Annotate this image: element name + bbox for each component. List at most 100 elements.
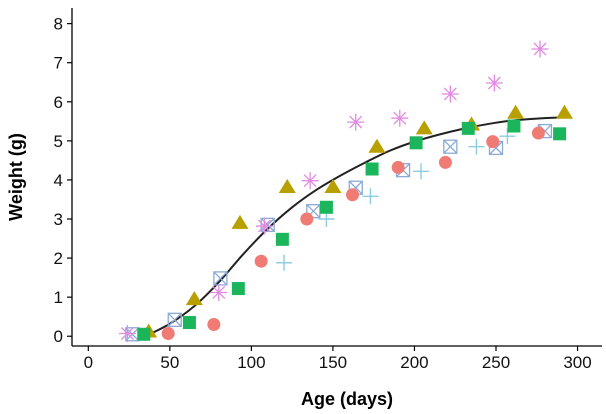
data-point-boxed-x bbox=[443, 139, 458, 154]
data-point-boxed-x bbox=[213, 271, 228, 286]
asterisk-stroke bbox=[443, 87, 457, 101]
square-marker bbox=[553, 127, 567, 141]
data-point-triangle bbox=[507, 104, 525, 119]
data-point-asterisk bbox=[485, 74, 503, 92]
triangle-marker bbox=[368, 138, 386, 153]
box-diagonal bbox=[260, 217, 275, 232]
data-point-filled-square bbox=[461, 121, 475, 135]
asterisk-stroke bbox=[257, 219, 271, 233]
circle-marker bbox=[531, 126, 545, 140]
circle-marker bbox=[254, 254, 268, 268]
x-tick-label: 150 bbox=[319, 353, 347, 372]
circle-marker bbox=[486, 135, 500, 149]
data-point-circle bbox=[391, 160, 405, 174]
data-point-filled-square bbox=[319, 200, 333, 214]
data-point-triangle bbox=[415, 120, 433, 135]
circle-marker bbox=[207, 318, 221, 332]
box-outline bbox=[443, 139, 458, 154]
triangle-marker bbox=[555, 104, 573, 119]
data-point-asterisk bbox=[210, 283, 228, 301]
y-axis-title: Weight (g) bbox=[6, 133, 26, 221]
data-point-triangle bbox=[324, 178, 342, 193]
box-outline bbox=[260, 217, 275, 233]
data-point-filled-square bbox=[507, 119, 521, 133]
data-point-triangle bbox=[555, 104, 573, 119]
data-point-circle bbox=[254, 254, 268, 268]
data-point-filled-square bbox=[137, 327, 151, 341]
box-diagonal bbox=[167, 312, 182, 327]
square-marker bbox=[137, 327, 151, 341]
data-point-circle bbox=[161, 326, 175, 340]
data-point-circle bbox=[438, 155, 452, 169]
box-outline bbox=[167, 312, 182, 327]
data-point-boxed-x bbox=[260, 217, 275, 233]
asterisk-stroke bbox=[212, 285, 226, 299]
y-tick-label: 2 bbox=[54, 249, 63, 268]
asterisk-stroke bbox=[533, 42, 547, 56]
circle-marker bbox=[391, 160, 405, 174]
data-point-triangle bbox=[278, 178, 296, 193]
y-tick-label: 7 bbox=[54, 54, 63, 73]
x-tick-label: 200 bbox=[400, 353, 428, 372]
x-tick-label: 300 bbox=[563, 353, 591, 372]
asterisk-stroke bbox=[303, 174, 317, 188]
data-point-filled-square bbox=[553, 127, 567, 141]
circle-marker bbox=[345, 188, 359, 202]
box-diagonal bbox=[213, 271, 228, 286]
square-marker bbox=[182, 316, 196, 330]
triangle-marker bbox=[507, 104, 525, 119]
square-marker bbox=[365, 162, 379, 176]
data-point-filled-square bbox=[409, 136, 423, 150]
data-point-triangle bbox=[368, 138, 386, 153]
data-point-plus bbox=[362, 188, 379, 205]
data-point-circle bbox=[345, 188, 359, 202]
data-point-asterisk bbox=[301, 172, 319, 190]
data-point-filled-square bbox=[365, 162, 379, 176]
data-point-asterisk bbox=[531, 40, 549, 58]
x-tick-label: 250 bbox=[482, 353, 510, 372]
data-point-circle bbox=[207, 318, 221, 332]
circle-marker bbox=[438, 155, 452, 169]
y-tick-label: 6 bbox=[54, 93, 63, 112]
square-marker bbox=[507, 119, 521, 133]
data-point-filled-square bbox=[231, 282, 245, 296]
asterisk-stroke bbox=[393, 111, 407, 125]
data-point-plus bbox=[276, 254, 292, 271]
data-point-plus bbox=[468, 138, 485, 155]
square-marker bbox=[461, 121, 475, 135]
box-outline bbox=[306, 204, 321, 219]
data-point-filled-square bbox=[182, 316, 196, 330]
data-point-plus bbox=[499, 128, 516, 145]
y-tick-label: 3 bbox=[54, 210, 63, 229]
x-axis-title: Age (days) bbox=[301, 389, 393, 409]
data-point-circle bbox=[300, 212, 314, 226]
data-point-triangle bbox=[185, 291, 203, 306]
y-tick-label: 5 bbox=[54, 132, 63, 151]
square-marker bbox=[409, 136, 423, 150]
data-point-circle bbox=[486, 135, 500, 149]
axis-labels: 0 1 2 3 4 5 6 7 8 0 50 100 150 200 250 300 Age (days) Wei… bbox=[6, 15, 592, 409]
y-tick-label: 8 bbox=[54, 15, 63, 34]
data-point-asterisk bbox=[441, 85, 459, 103]
triangle-marker bbox=[415, 120, 433, 135]
circle-marker bbox=[161, 326, 175, 340]
data-point-filled-square bbox=[275, 232, 289, 246]
y-tick-label: 1 bbox=[54, 288, 63, 307]
x-tick-label: 100 bbox=[237, 353, 265, 372]
square-marker bbox=[319, 200, 333, 214]
data-point-circle bbox=[531, 126, 545, 140]
square-marker bbox=[275, 232, 289, 246]
asterisk-stroke bbox=[120, 327, 134, 340]
data-point-boxed-x bbox=[167, 312, 182, 327]
data-point-triangle bbox=[231, 214, 249, 229]
x-tick-label: 50 bbox=[160, 353, 179, 372]
data-point-plus bbox=[412, 163, 429, 180]
box-diagonal bbox=[443, 139, 458, 154]
box-diagonal bbox=[489, 140, 503, 155]
circle-marker bbox=[300, 212, 314, 226]
data-marks bbox=[118, 40, 573, 342]
square-marker bbox=[231, 282, 245, 296]
axes bbox=[67, 8, 602, 351]
triangle-marker bbox=[324, 178, 342, 193]
